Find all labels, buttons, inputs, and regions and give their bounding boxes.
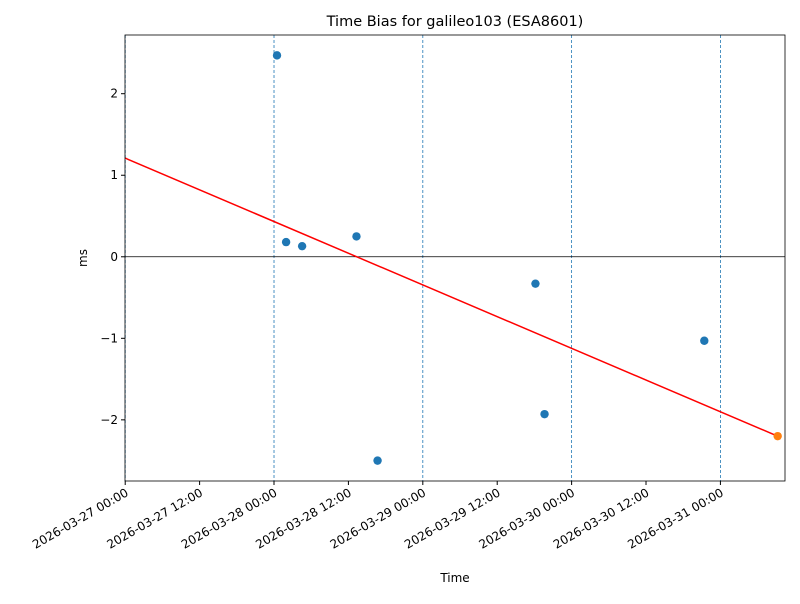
point <box>700 336 709 345</box>
x-axis-label: Time <box>439 571 469 585</box>
chart-title: Time Bias for galileo103 (ESA8601) <box>326 14 584 30</box>
point <box>531 279 540 288</box>
plot-frame <box>124 34 786 482</box>
trend-line <box>124 157 778 437</box>
y-tick-label: 1 <box>110 168 118 182</box>
point <box>540 409 549 419</box>
y-tick-label: 0 <box>110 250 118 264</box>
point <box>352 232 361 241</box>
point <box>297 241 307 251</box>
y-tick-label: 2 <box>110 87 118 101</box>
point <box>272 51 282 60</box>
y-axis-label: ms <box>76 249 90 267</box>
point <box>373 456 382 465</box>
point <box>281 237 291 247</box>
y-tick-label: −1 <box>100 331 118 345</box>
point <box>773 431 782 441</box>
y-tick-label: −2 <box>100 413 118 427</box>
